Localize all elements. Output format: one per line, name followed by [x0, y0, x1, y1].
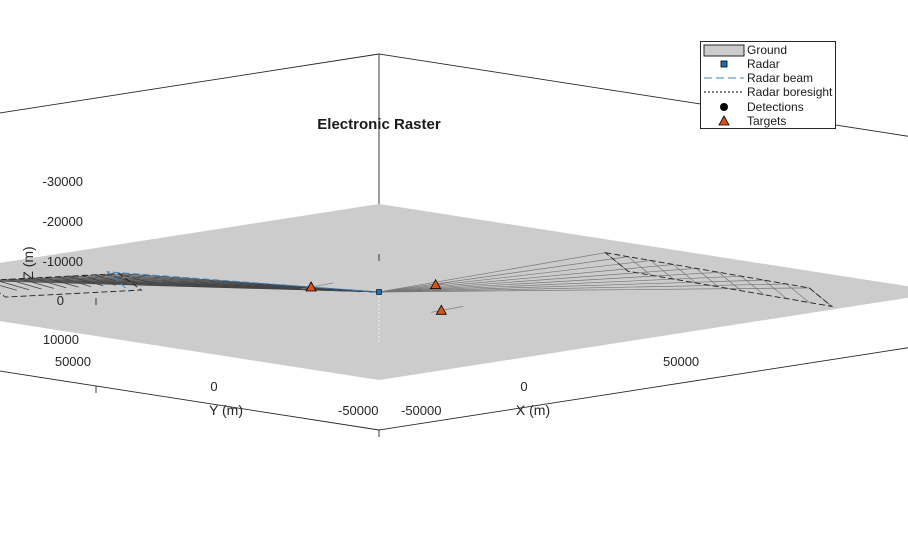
square-marker-icon [720, 60, 728, 68]
ground-swatch-icon [703, 44, 745, 57]
axis-ticks [95, 254, 380, 437]
x-tick-label: -50000 [401, 403, 441, 418]
target-marker [435, 304, 447, 315]
dashed-line-icon [704, 77, 744, 79]
triangle-marker-icon [718, 115, 730, 126]
legend-item-radar-beam: Radar beam [701, 71, 837, 85]
y-axis-label: Y (m) [209, 402, 243, 418]
legend-item-detections: Detections [701, 100, 837, 114]
radar-beam-line [105, 271, 380, 293]
axes-edge [378, 53, 908, 137]
beam-outline [0, 273, 143, 298]
dotted-line-icon [704, 91, 744, 93]
x-axis-label: X (m) [516, 402, 550, 418]
beam-trace-line [81, 275, 380, 293]
y-tick-label: -50000 [338, 403, 378, 418]
legend: Ground Radar Radar beam Radar boresight … [700, 41, 836, 129]
x-tick-label: 50000 [663, 354, 699, 369]
target-track [301, 282, 334, 290]
beam-outline [603, 251, 834, 308]
y-tick-label: 0 [210, 379, 217, 394]
z-tick-label: -30000 [43, 174, 83, 189]
chart-title: Electronic Raster [317, 116, 441, 133]
target-track [431, 305, 464, 313]
z-tick-label: 0 [57, 293, 64, 308]
target-track [425, 280, 458, 288]
axes-edge [378, 347, 908, 431]
legend-item-radar-boresight: Radar boresight [701, 85, 837, 99]
radar-marker [376, 289, 382, 295]
radar-beam-traces [0, 251, 834, 342]
legend-item-targets: Targets [701, 114, 837, 128]
circle-marker-icon [720, 103, 728, 111]
z-tick-label: -10000 [43, 254, 83, 269]
z-axis-label: Z (m) [20, 246, 36, 279]
data-marks [301, 278, 464, 315]
legend-item-radar: Radar [701, 57, 837, 71]
z-tick-label: 10000 [43, 332, 79, 347]
legend-item-ground: Ground [701, 43, 837, 57]
target-marker [429, 278, 442, 290]
target-marker [305, 281, 317, 292]
beam-trace-line [378, 271, 742, 293]
y-tick-label: 50000 [55, 354, 91, 369]
beam-trace-line [378, 279, 787, 299]
ground-plane [0, 204, 908, 380]
axes-edge [0, 53, 380, 114]
z-tick-label: -20000 [43, 214, 83, 229]
x-tick-label: 0 [520, 379, 527, 394]
